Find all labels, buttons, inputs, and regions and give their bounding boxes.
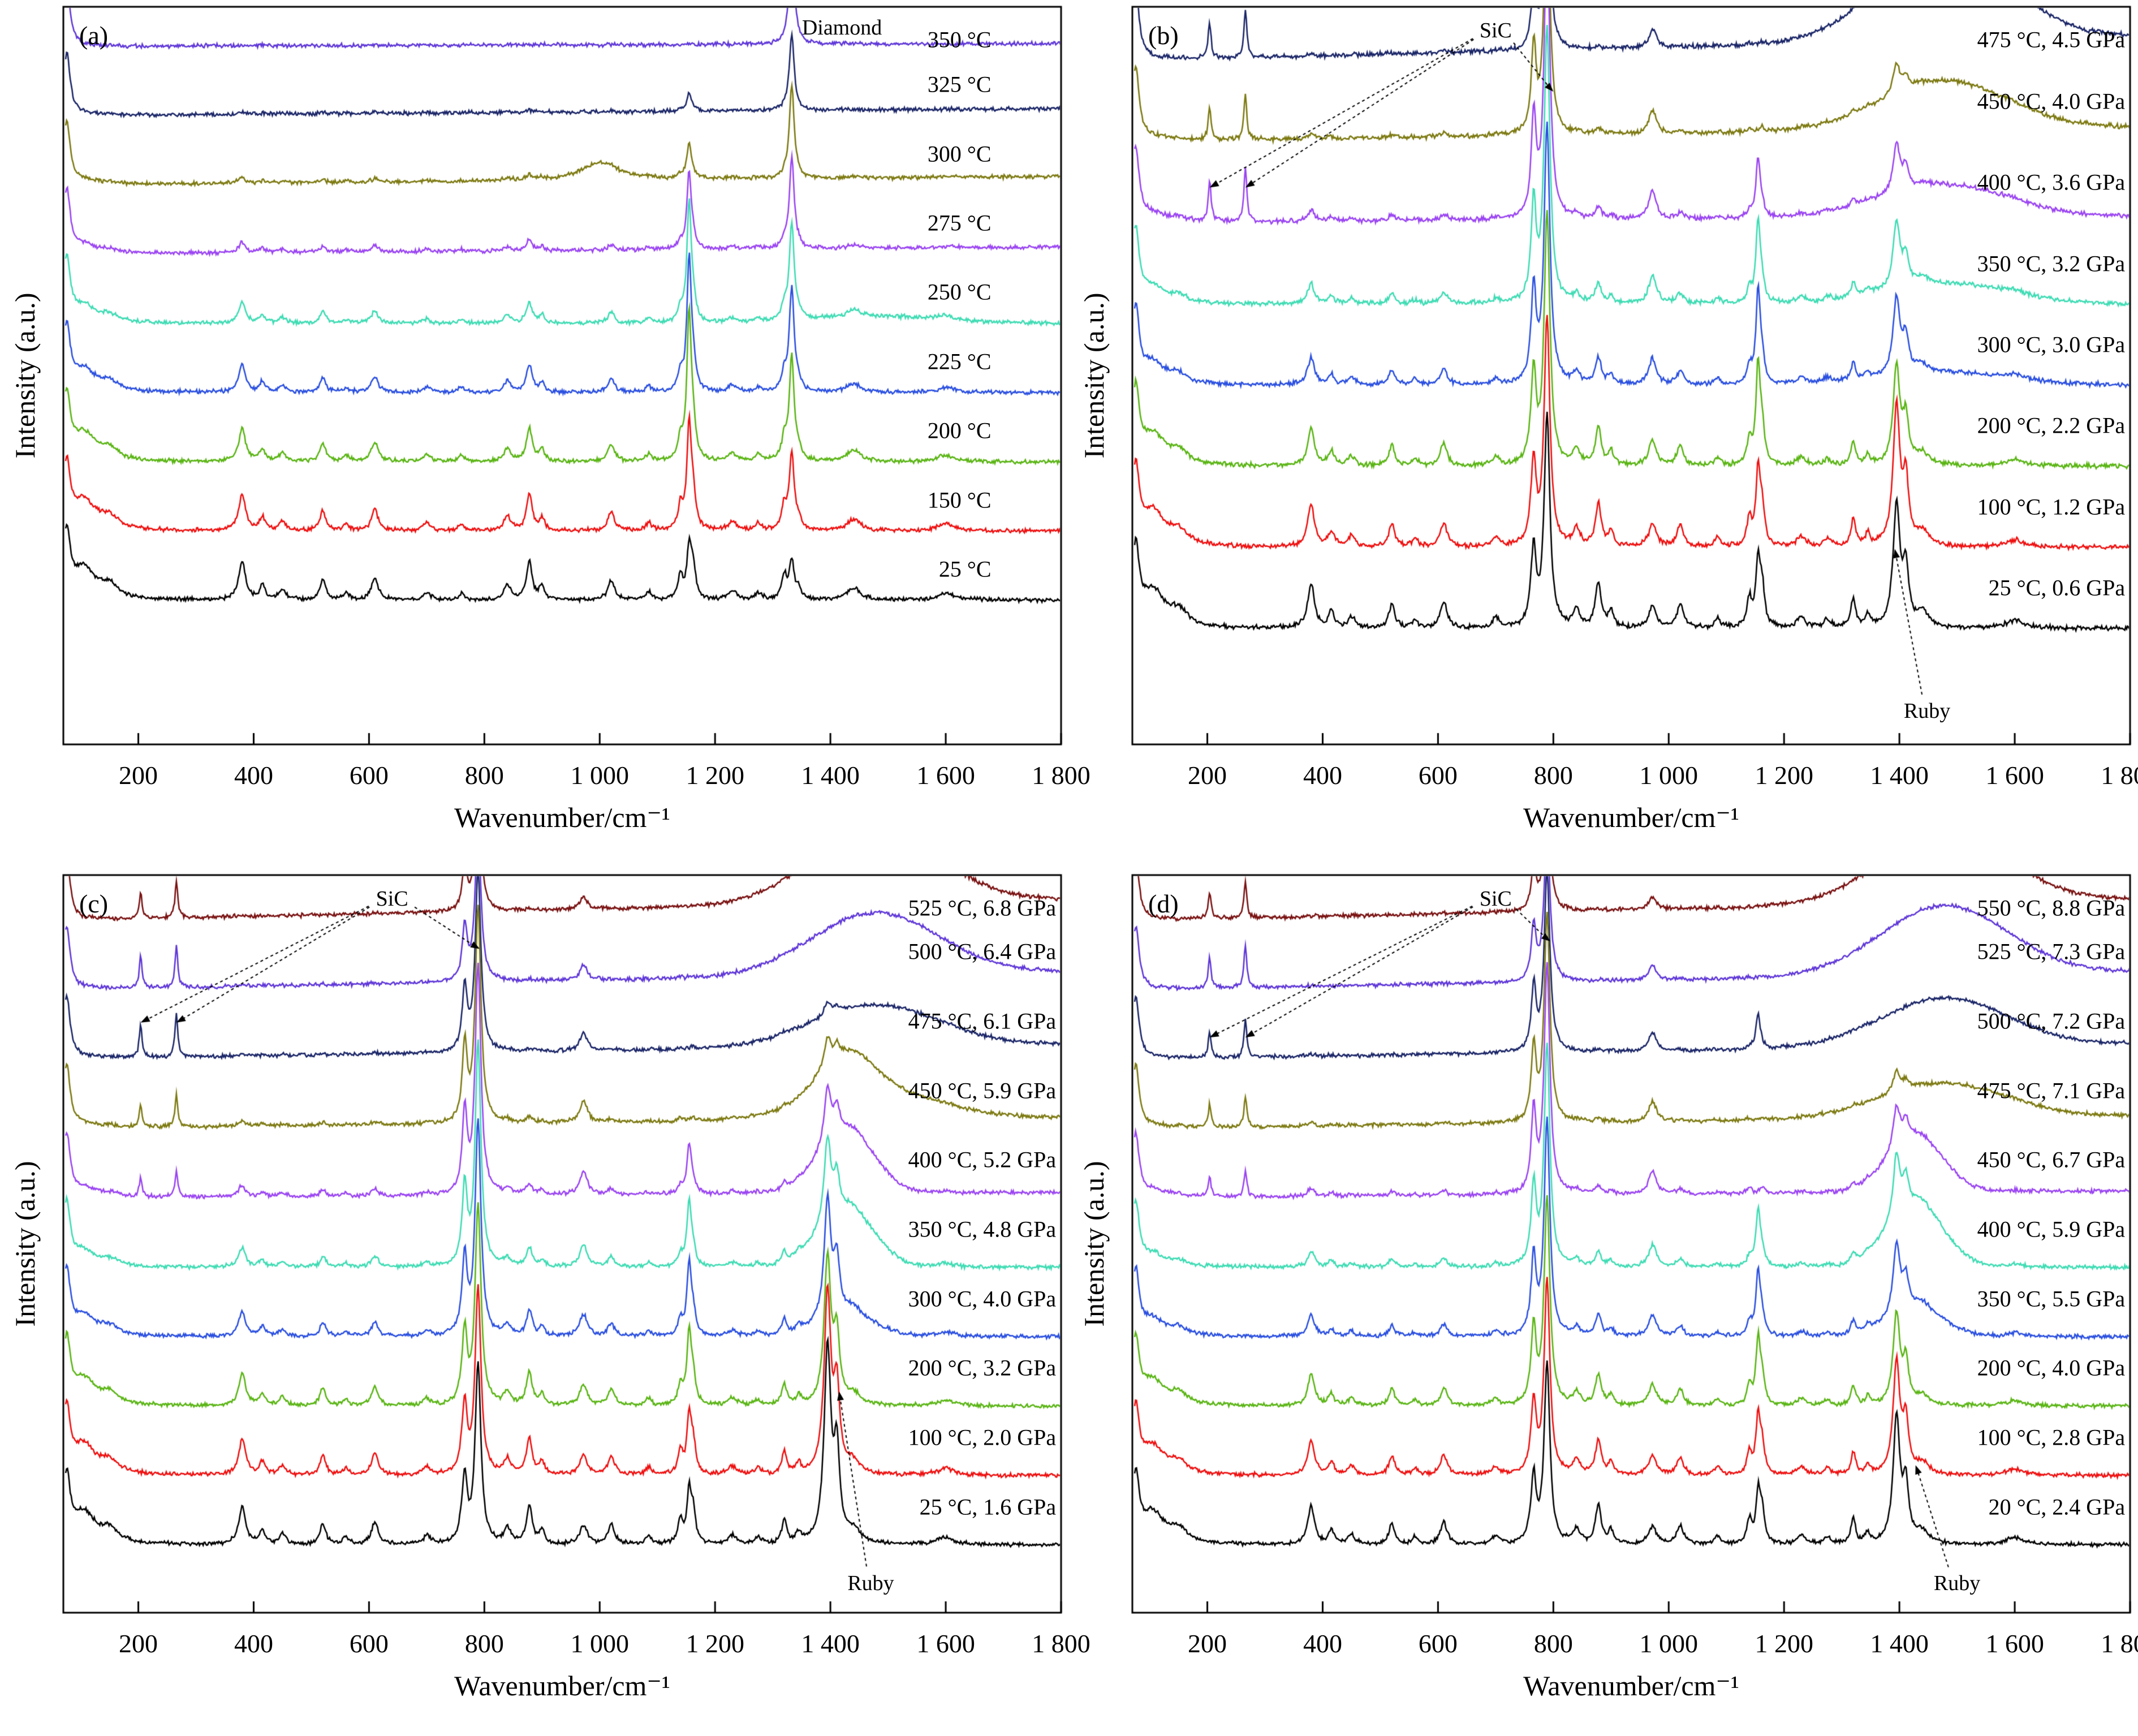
series-label: 550 °C, 8.8 GPa [1977, 895, 2126, 921]
series-label: 475 °C, 7.1 GPa [1977, 1078, 2126, 1104]
series-label: 200 °C, 4.0 GPa [1977, 1355, 2126, 1381]
spectra-canvas [0, 868, 1069, 1736]
series-label: 200 °C, 2.2 GPa [1977, 412, 2126, 438]
series-label: 475 °C, 6.1 GPa [908, 1008, 1057, 1034]
series-label: 100 °C, 2.0 GPa [908, 1424, 1057, 1450]
series-label: 200 °C [927, 417, 992, 443]
series-label: 300 °C, 4.0 GPa [908, 1286, 1057, 1312]
series-label: 400 °C, 3.6 GPa [1977, 169, 2126, 195]
panel-tag: (d) [1148, 889, 1179, 918]
series-label: 525 °C, 6.8 GPa [908, 895, 1057, 921]
x-tick-label: 600 [349, 761, 389, 790]
x-tick-label: 1 400 [801, 761, 860, 790]
series-label: 275 °C [927, 210, 992, 236]
x-tick-label: 1 600 [1985, 1629, 2044, 1658]
series-label: 250 °C [927, 279, 992, 305]
annotation-label: Ruby [1903, 699, 1951, 723]
series-label: 300 °C, 3.0 GPa [1977, 331, 2126, 357]
series-label: 350 °C, 3.2 GPa [1977, 251, 2126, 277]
x-tick-label: 1 200 [686, 1629, 744, 1658]
series-label: 525 °C, 7.3 GPa [1977, 938, 2126, 964]
y-axis-label: Intensity (a.u.) [9, 1161, 41, 1327]
spectra-canvas [1069, 0, 2138, 868]
x-tick-label: 1 000 [570, 1629, 630, 1658]
x-tick-label: 1 000 [1639, 761, 1699, 790]
series-label: 150 °C [927, 487, 992, 513]
x-tick-label: 800 [464, 761, 504, 790]
series-label: 100 °C, 1.2 GPa [1977, 494, 2126, 520]
x-tick-label: 1 800 [2101, 1629, 2138, 1658]
series-label: 500 °C, 6.4 GPa [908, 938, 1057, 964]
x-tick-label: 600 [1418, 1629, 1458, 1658]
series-label: 20 °C, 2.4 GPa [1988, 1494, 2126, 1520]
x-tick-label: 1 800 [2101, 761, 2138, 790]
series-label: 400 °C, 5.9 GPa [1977, 1216, 2126, 1242]
panel-d: SiC Ruby (d) Intensity (a.u.) Wavenumber/cm⁻… [1069, 868, 2138, 1736]
x-tick-label: 200 [119, 1629, 158, 1658]
panel-tag: (a) [79, 21, 109, 50]
panel-tag: (b) [1148, 21, 1179, 50]
annotation-label: Diamond [801, 15, 882, 40]
x-tick-label: 1 400 [1870, 1629, 1929, 1658]
x-tick-label: 400 [234, 1629, 273, 1658]
panel-a: Diamond (a) Intensity (a.u.) Wavenumber/cm⁻… [0, 0, 1090, 868]
spectra-canvas [1069, 868, 2138, 1736]
series-label: 450 °C, 5.9 GPa [908, 1078, 1057, 1104]
y-axis-label: Intensity (a.u.) [1078, 292, 1110, 459]
x-tick-label: 400 [1303, 1629, 1342, 1658]
x-tick-label: 400 [234, 761, 273, 790]
series-label: 350 °C, 5.5 GPa [1977, 1286, 2126, 1312]
annotation-label: SiC [1479, 18, 1512, 42]
series-label: 450 °C, 4.0 GPa [1977, 88, 2126, 114]
series-label: 100 °C, 2.8 GPa [1977, 1424, 2126, 1450]
x-tick-label: 200 [1188, 1629, 1227, 1658]
x-axis-label: Wavenumber/cm⁻¹ [454, 1670, 670, 1701]
series-label: 25 °C [938, 556, 992, 582]
series-label: 25 °C, 1.6 GPa [919, 1494, 1057, 1520]
series-label: 25 °C, 0.6 GPa [1988, 575, 2126, 601]
panel-b: SiC Ruby (b) Intensity (a.u.) Wavenumber/cm⁻… [1069, 0, 2138, 868]
x-tick-label: 1 400 [801, 1629, 860, 1658]
series-label: 300 °C [927, 141, 992, 167]
x-tick-label: 1 600 [916, 1629, 975, 1658]
x-tick-label: 1 200 [1755, 761, 1813, 790]
series-label: 200 °C, 3.2 GPa [908, 1355, 1057, 1381]
x-axis-label: Wavenumber/cm⁻¹ [1523, 1670, 1739, 1701]
spectra-canvas [0, 0, 1069, 868]
x-tick-label: 800 [1533, 761, 1573, 790]
x-tick-label: 1 000 [570, 761, 630, 790]
y-axis-label: Intensity (a.u.) [9, 292, 41, 459]
series-label: 225 °C [927, 348, 992, 374]
x-tick-label: 800 [464, 1629, 504, 1658]
series-label: 500 °C, 7.2 GPa [1977, 1008, 2126, 1034]
x-tick-label: 1 600 [1985, 761, 2044, 790]
x-axis-label: Wavenumber/cm⁻¹ [454, 802, 670, 833]
annotation-label: Ruby [1933, 1571, 1981, 1595]
x-axis-label: Wavenumber/cm⁻¹ [1523, 802, 1739, 833]
x-tick-label: 600 [1418, 761, 1458, 790]
annotation-label: Ruby [847, 1571, 894, 1595]
x-tick-label: 400 [1303, 761, 1342, 790]
annotation-label: SiC [376, 886, 408, 911]
x-tick-label: 1 200 [686, 761, 744, 790]
panel-c: SiC Ruby (c) Intensity (a.u.) Wavenumber/cm⁻… [0, 868, 1090, 1736]
x-tick-label: 200 [119, 761, 158, 790]
panel-tag: (c) [79, 889, 109, 918]
x-tick-label: 1 200 [1755, 1629, 1813, 1658]
x-tick-label: 800 [1533, 1629, 1573, 1658]
x-tick-label: 1 400 [1870, 761, 1929, 790]
series-label: 475 °C, 4.5 GPa [1977, 27, 2126, 53]
y-axis-label: Intensity (a.u.) [1078, 1161, 1110, 1327]
series-label: 400 °C, 5.2 GPa [908, 1147, 1057, 1173]
series-label: 450 °C, 6.7 GPa [1977, 1147, 2126, 1173]
series-label: 350 °C, 4.8 GPa [908, 1216, 1057, 1242]
annotation-label: SiC [1479, 886, 1512, 911]
series-label: 350 °C [927, 27, 992, 53]
x-tick-label: 200 [1188, 761, 1227, 790]
x-tick-label: 1 600 [916, 761, 975, 790]
x-tick-label: 1 000 [1639, 1629, 1699, 1658]
series-label: 325 °C [927, 71, 992, 97]
x-tick-label: 600 [349, 1629, 389, 1658]
